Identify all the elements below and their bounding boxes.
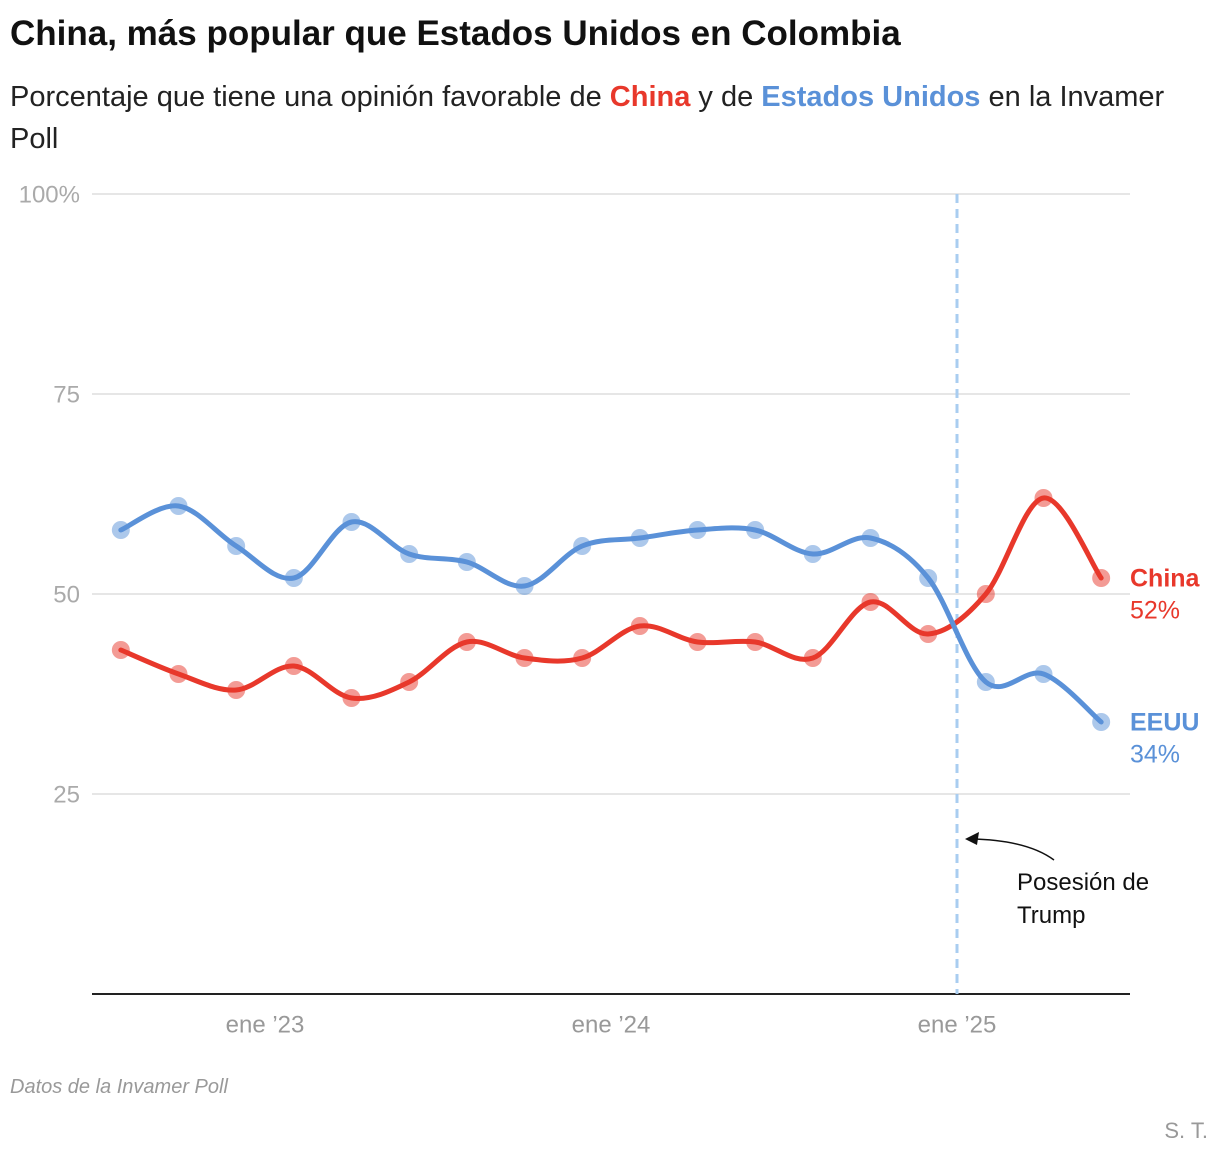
source: Datos de la Invamer Poll <box>10 1076 228 1098</box>
subtitle-part: Porcentaje que tiene una opinión favorab… <box>10 81 610 113</box>
legend-label: China <box>1130 565 1201 593</box>
y-tick-label: 50 <box>53 581 80 608</box>
value-label: 34% <box>1130 741 1180 769</box>
line <box>118 503 1104 725</box>
line <box>118 495 1104 701</box>
subtitle-part: y de <box>690 81 762 113</box>
annotation: Posesión de Trump <box>1017 869 1150 929</box>
chart-subtitle: Porcentaje que tiene una opinión favorab… <box>10 76 1200 160</box>
x-tick-label: ene ’24 <box>572 1011 651 1038</box>
chart-title: China, más popular que Estados Unidos en… <box>10 14 901 53</box>
y-tick-label: 75 <box>53 381 80 408</box>
value-label: 52% <box>1130 597 1180 625</box>
series <box>111 497 1111 731</box>
subtitle-part: en la Invamer Poll <box>10 81 1165 155</box>
y-tick-label: 100% <box>19 181 80 208</box>
x-tick-label: ene ’25 <box>918 1011 997 1038</box>
arrow-head <box>965 832 979 845</box>
annotation-arrow <box>970 838 1055 861</box>
subtitle-part: Estados Unidos <box>761 81 981 113</box>
y-tick-label: 25 <box>53 781 80 808</box>
series <box>111 489 1111 707</box>
legend-label: EEUU <box>1130 709 1199 737</box>
credit: S. T. <box>1164 1118 1208 1143</box>
subtitle-part: China <box>609 81 691 113</box>
x-tick-label: ene ’23 <box>226 1011 305 1038</box>
